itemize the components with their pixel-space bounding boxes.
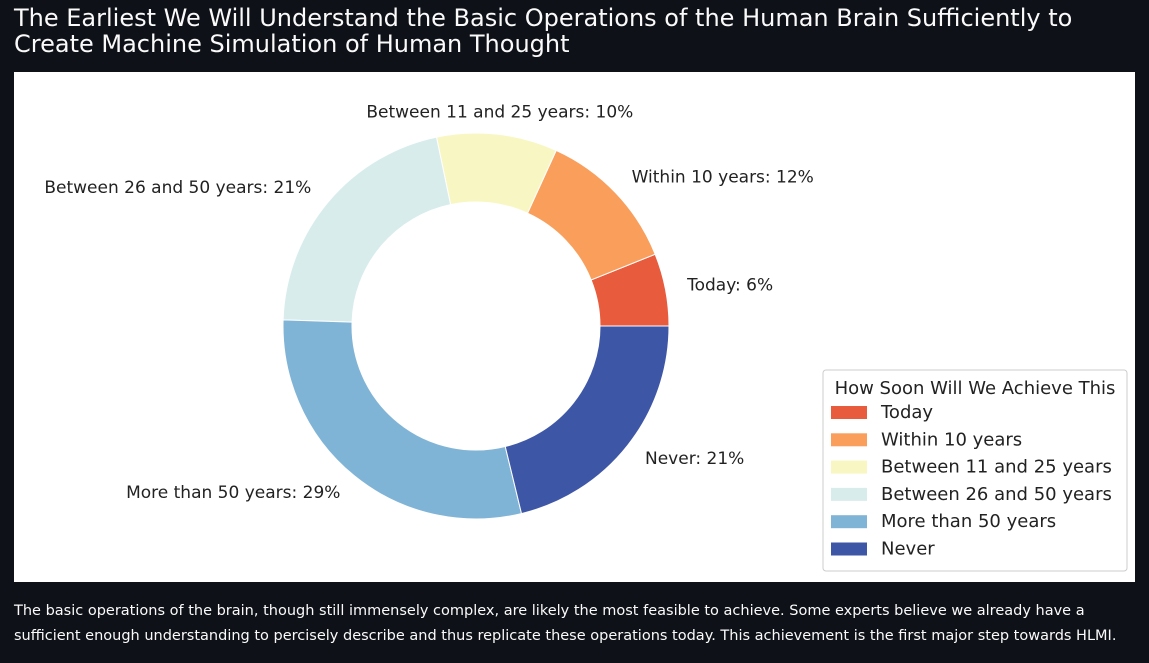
donut-slices xyxy=(282,132,670,520)
slice-between-26-and-50-years xyxy=(282,136,452,323)
legend-swatch-more-than-50-years xyxy=(831,515,867,529)
legend-items: Today Within 10 years Between 11 and 25 ye… xyxy=(831,402,1112,560)
page-title: The Earliest We Will Understand the Basi… xyxy=(14,4,1073,58)
legend-label-between-11-and-25-years: Between 11 and 25 years xyxy=(881,457,1112,478)
legend-title: How Soon Will We Achieve This xyxy=(835,378,1116,399)
slice-more-than-50-years xyxy=(282,319,523,520)
legend-swatch-between-26-and-50-years xyxy=(831,487,867,501)
legend-swatch-never xyxy=(831,542,867,556)
legend-label-never: Never xyxy=(881,539,935,560)
slice-label-between-11-and-25-years: Between 11 and 25 years: 10% xyxy=(366,102,633,122)
legend-label-today: Today xyxy=(880,402,933,423)
legend-label-between-26-and-50-years: Between 26 and 50 years xyxy=(881,484,1112,505)
legend-label-within-10-years: Within 10 years xyxy=(881,429,1022,450)
caption: The basic operations of the brain, thoug… xyxy=(14,603,1117,644)
legend-swatch-today xyxy=(831,406,867,419)
legend-swatch-within-10-years xyxy=(831,433,867,447)
slice-label-today: Today: 6% xyxy=(686,275,773,295)
legend-label-more-than-50-years: More than 50 years xyxy=(881,511,1056,532)
legend-box xyxy=(822,369,1128,572)
donut-chart: Today: 6% Within 10 years: 12% Between 11 … xyxy=(44,102,1128,572)
slice-label-between-26-and-50-years: Between 26 and 50 years: 21% xyxy=(44,178,311,198)
slice-never xyxy=(504,325,670,515)
slice-label-within-10-years: Within 10 years: 12% xyxy=(632,168,814,188)
slice-labels: Today: 6% Within 10 years: 12% Between 11 … xyxy=(44,102,814,503)
chart-frame: Today: 6% Within 10 years: 12% Between 11 … xyxy=(14,72,1135,582)
slice-label-more-than-50-years: More than 50 years: 29% xyxy=(126,483,340,503)
legend: How Soon Will We Achieve This Today Withi… xyxy=(822,369,1128,572)
slice-label-never: Never: 21% xyxy=(645,449,744,469)
legend-swatch-between-11-and-25-years xyxy=(831,460,867,474)
